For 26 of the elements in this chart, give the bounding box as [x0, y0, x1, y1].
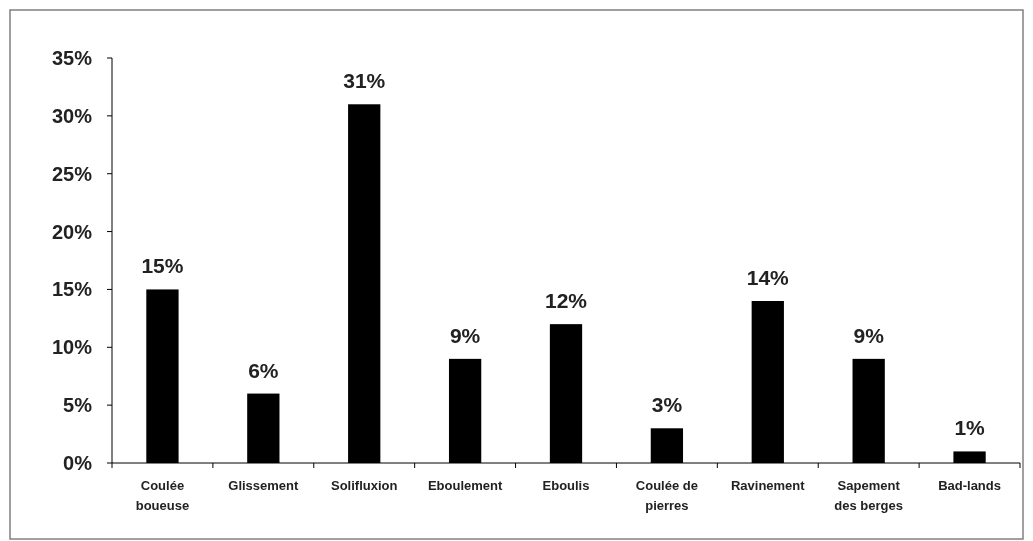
data-label: 12% [544, 289, 588, 313]
data-label: 9% [449, 323, 481, 347]
x-tick-label: Coulée boueuse [135, 478, 190, 513]
data-label: 1% [954, 416, 986, 440]
x-tick-label: Bad-lands [938, 478, 1001, 493]
y-tick-label: 20% [51, 220, 93, 243]
y-tick-label: 10% [51, 336, 93, 359]
y-tick-label: 25% [51, 162, 93, 185]
data-label: 14% [746, 266, 790, 289]
y-tick-label: 5% [63, 394, 93, 417]
y-tick-label: 0% [63, 452, 93, 474]
x-tick-label: Eboulis [542, 478, 590, 493]
data-label: 9% [853, 323, 885, 347]
x-tick-label: Ravinement [730, 478, 806, 493]
data-label: 15% [141, 254, 184, 278]
x-tick-label: Coulée de pierres [635, 478, 698, 513]
x-tick-label: Solifluxion [331, 478, 398, 493]
y-tick-label: 15% [51, 278, 93, 301]
data-label: 6% [248, 358, 279, 382]
x-tick-label: Eboulement [427, 478, 503, 493]
data-label: 31% [343, 69, 386, 93]
x-tick-label: Glissement [228, 478, 300, 493]
y-tick-label: 30% [51, 104, 93, 127]
x-tick-label: Sapement des berges [834, 478, 903, 513]
data-label: 3% [651, 393, 683, 417]
y-tick-label: 35% [51, 47, 93, 69]
